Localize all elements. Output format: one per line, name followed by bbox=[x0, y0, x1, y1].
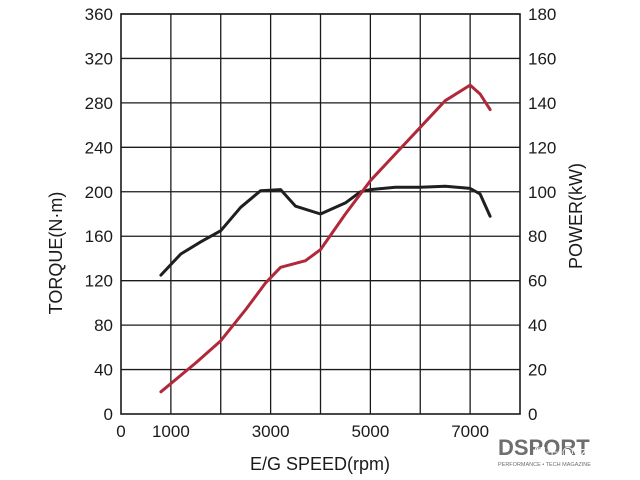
right-y-tick-label: 40 bbox=[528, 316, 547, 335]
power-curve bbox=[159, 83, 492, 394]
right-y-axis-title: POWER(kW) bbox=[566, 163, 586, 269]
left-y-tick-label: 360 bbox=[85, 5, 113, 24]
right-y-tick-label: 160 bbox=[528, 49, 556, 68]
watermark-logo: DSPORT bbox=[498, 435, 590, 460]
plot-frame bbox=[120, 13, 521, 415]
torque-curve bbox=[159, 184, 492, 277]
right-y-tick-label: 120 bbox=[528, 138, 556, 157]
right-y-tick-label: 80 bbox=[528, 227, 547, 246]
left-y-tick-label: 320 bbox=[85, 49, 113, 68]
series-layer bbox=[159, 83, 492, 394]
right-y-tick-label: 100 bbox=[528, 183, 556, 202]
left-y-tick-label: 200 bbox=[85, 183, 113, 202]
x-tick-label: 1000 bbox=[152, 422, 190, 441]
x-tick-label: 7000 bbox=[451, 422, 489, 441]
right-y-tick-label: 0 bbox=[528, 405, 537, 424]
left-y-tick-label: 160 bbox=[85, 227, 113, 246]
dsport-watermark: DSPORT PERFORMANCE • TECH MAGAZINE 知乎 @c… bbox=[498, 435, 594, 468]
left-y-axis-title: TORQUE(N·m) bbox=[46, 192, 66, 315]
x-tick-label: 5000 bbox=[351, 422, 389, 441]
right-y-tick-label: 60 bbox=[528, 272, 547, 291]
left-y-tick-label: 120 bbox=[85, 272, 113, 291]
x-tick-label: 3000 bbox=[252, 422, 290, 441]
right-y-tick-label: 20 bbox=[528, 361, 547, 380]
watermark-subtitle: PERFORMANCE • TECH MAGAZINE bbox=[498, 462, 591, 468]
left-y-tick-label: 240 bbox=[85, 138, 113, 157]
watermark-zhihu: 知乎 @czq bbox=[534, 445, 594, 459]
x-tick-label: 0 bbox=[116, 422, 125, 441]
right-y-tick-label: 140 bbox=[528, 94, 556, 113]
left-y-tick-label: 40 bbox=[94, 361, 113, 380]
left-y-tick-label: 0 bbox=[104, 405, 113, 424]
x-axis-title: E/G SPEED(rpm) bbox=[250, 454, 390, 474]
tick-labels: 0 40 80 120 160 200 240 280 320 360 0 20 40 60 80 100 12… bbox=[85, 5, 557, 441]
left-y-tick-label: 280 bbox=[85, 94, 113, 113]
left-y-tick-label: 80 bbox=[94, 316, 113, 335]
right-y-tick-label: 180 bbox=[528, 5, 556, 24]
